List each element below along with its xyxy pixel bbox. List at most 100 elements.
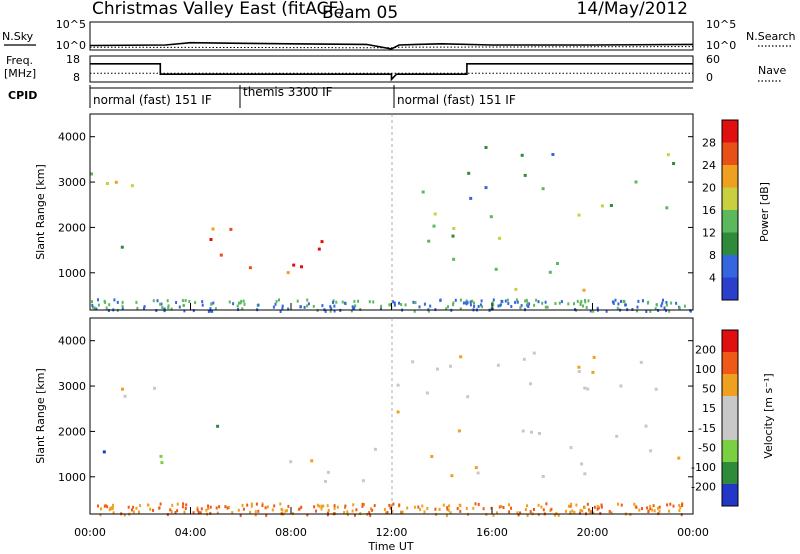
ground-scatter-cell [211, 309, 214, 313]
ground-scatter-cell [421, 504, 424, 508]
ground-scatter-cell [445, 514, 448, 517]
cpid-mode-2: themis 3300 IF [243, 85, 333, 99]
echo-cell [583, 386, 587, 390]
ground-scatter-cell [586, 502, 589, 506]
ground-scatter-cell [279, 502, 282, 506]
echo-cell [229, 227, 233, 231]
ground-scatter-cell [131, 508, 133, 512]
velocity-colorbar-frame [721, 329, 739, 507]
noise-left-tick-bottom: 10^0 [56, 39, 86, 52]
ground-scatter-cell [447, 305, 449, 309]
ground-scatter-cell [576, 299, 579, 303]
ground-scatter-cell [257, 303, 260, 307]
ground-scatter-cell [346, 513, 349, 517]
ground-scatter-cell [241, 503, 244, 507]
ground-scatter-cell [97, 303, 100, 307]
ground-scatter-cell [170, 510, 173, 514]
echo-cell [577, 370, 581, 373]
echo-cell [580, 462, 584, 466]
freq-unit-label: [MHz] [4, 67, 36, 80]
ground-scatter-cell [344, 504, 347, 508]
ground-scatter-cell [516, 300, 519, 304]
ground-scatter-cell [243, 302, 246, 306]
ground-scatter-cell [649, 504, 652, 508]
ground-scatter-cell [296, 299, 299, 303]
echo-cell [160, 461, 164, 465]
ground-scatter-cell [279, 310, 282, 313]
ground-scatter-cell [184, 299, 187, 302]
ground-scatter-cell [333, 507, 336, 510]
ground-scatter-cell [573, 510, 576, 514]
ground-scatter-cell [567, 504, 570, 508]
ground-scatter-cell [232, 302, 235, 306]
ground-scatter-cell [458, 503, 461, 507]
ground-scatter-cell [491, 301, 494, 305]
ground-scatter-cell [526, 504, 528, 508]
ground-scatter-cell [414, 301, 417, 305]
echo-cell [292, 263, 296, 267]
ground-scatter-cell [472, 506, 475, 510]
ground-scatter-cell [500, 505, 503, 508]
ground-scatter-cell [537, 300, 540, 304]
echo-cell [529, 382, 532, 386]
ground-scatter-cell [327, 511, 329, 515]
ground-scatter-cell [497, 304, 500, 308]
ground-scatter-cell [596, 306, 599, 310]
ground-scatter-cell [192, 309, 195, 313]
ground-scatter-cell [506, 298, 509, 302]
ground-scatter-cell [638, 508, 641, 512]
ground-scatter-cell [192, 511, 195, 515]
ground-scatter-cell [661, 301, 664, 305]
ground-scatter-cell [215, 506, 218, 510]
ground-scatter-cell [388, 303, 391, 307]
echo-cell [427, 239, 431, 243]
echo-cell [114, 180, 118, 184]
ground-scatter-cell [127, 505, 130, 509]
ground-scatter-cell [343, 301, 346, 305]
velocity-colorbar-tick: 50 [702, 383, 716, 396]
freq-tick-bottom: 8 [73, 71, 80, 84]
echo-cell [586, 387, 590, 391]
echo-cell [609, 204, 613, 207]
ground-scatter-cell [537, 503, 540, 507]
ground-scatter-cell [620, 299, 622, 303]
ground-scatter-cell [351, 305, 354, 309]
ground-scatter-cell [372, 300, 375, 304]
ground-scatter-cell [617, 502, 619, 506]
ground-scatter-cell [346, 510, 349, 514]
ground-scatter-cell [315, 509, 317, 513]
ground-scatter-cell [560, 300, 563, 304]
echo-cell [600, 204, 604, 208]
noise-panel: N.Sky N.Search 10^5 10^0 10^5 10^0 [2, 18, 796, 52]
velocity-ylabel: Slant Range [km] [34, 368, 47, 464]
echo-cell [541, 187, 545, 191]
ground-scatter-cell [550, 507, 553, 511]
velocity-colorbar-band [722, 330, 738, 352]
ground-scatter-cell [413, 309, 416, 313]
ground-scatter-cell [412, 300, 415, 304]
echo-cell [520, 153, 524, 157]
echo-cell [159, 454, 163, 458]
ground-scatter-cell [335, 300, 338, 304]
ground-scatter-cell [567, 302, 570, 306]
ground-scatter-cell [380, 307, 382, 311]
ground-scatter-cell [580, 299, 583, 303]
ground-scatter-cell [582, 304, 584, 308]
ground-scatter-cell [542, 508, 545, 512]
ground-scatter-cell [633, 502, 636, 506]
ground-scatter-cell [401, 510, 404, 514]
echo-cell [361, 479, 365, 483]
ground-scatter-cell [199, 511, 202, 515]
ground-scatter-cell [167, 304, 170, 308]
ground-scatter-cell [558, 301, 561, 305]
ground-scatter-cell [143, 305, 146, 309]
ground-scatter-cell [327, 508, 330, 512]
ground-scatter-cell [448, 504, 451, 508]
ground-scatter-cell [535, 298, 538, 302]
echo-cell [654, 387, 658, 391]
ground-scatter-cell [132, 510, 135, 514]
ground-scatter-cell [216, 511, 219, 515]
ground-scatter-cell [320, 504, 323, 508]
echo-cell [498, 236, 501, 240]
echo-cell [248, 266, 252, 270]
